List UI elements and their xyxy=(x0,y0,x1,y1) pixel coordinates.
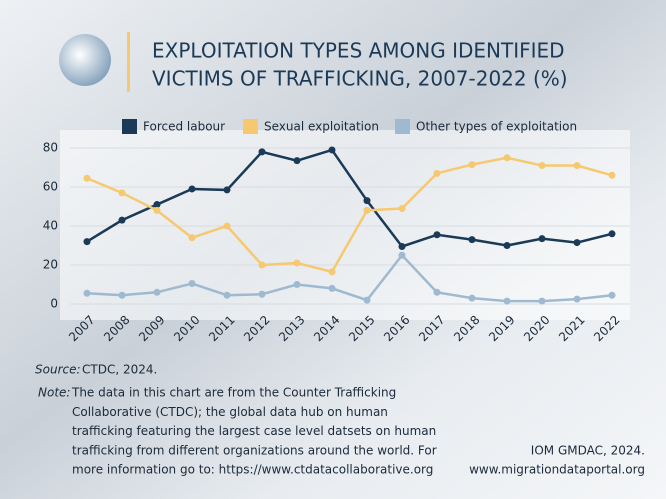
series-line xyxy=(86,253,613,303)
note: The data in this chart are from the Coun… xyxy=(71,386,437,477)
data-point xyxy=(503,154,511,162)
data-point xyxy=(118,189,126,197)
note-line: more information go to: https://www.ctda… xyxy=(72,463,433,477)
credit: www.migrationdataportal.org xyxy=(469,463,645,477)
data-point xyxy=(363,197,371,205)
y-tick-label: 80 xyxy=(43,141,58,155)
chart-title: VICTIMS OF TRAFFICKING, 2007-2022 (%) xyxy=(152,67,568,91)
data-point xyxy=(153,288,161,296)
data-point xyxy=(153,201,161,209)
data-point xyxy=(398,242,406,250)
data-point xyxy=(468,236,476,244)
data-point xyxy=(293,157,301,165)
data-point xyxy=(608,230,616,238)
legend-label: Other types of exploitation xyxy=(416,120,577,134)
y-tick-label: 40 xyxy=(43,219,58,233)
data-point xyxy=(608,291,616,299)
legend-swatch xyxy=(243,119,258,134)
data-point xyxy=(363,296,371,304)
data-point xyxy=(468,161,476,169)
data-point xyxy=(258,148,266,156)
data-point xyxy=(188,234,196,242)
plot-backdrop xyxy=(60,130,630,320)
data-point xyxy=(258,261,266,269)
source: CTDC, 2024. xyxy=(82,363,157,377)
data-point xyxy=(328,284,336,292)
data-point xyxy=(188,280,196,288)
data-point xyxy=(83,238,91,246)
data-point xyxy=(328,146,336,154)
legend-label: Sexual exploitation xyxy=(264,120,379,134)
data-point xyxy=(363,206,371,214)
legend-label: Forced labour xyxy=(143,120,225,134)
legend: Forced labour Sexual exploitation Other ty… xyxy=(122,119,577,134)
data-point xyxy=(503,297,511,305)
note-line: The data in this chart are from the Coun… xyxy=(71,386,396,400)
chart-title: EXPLOITATION TYPES AMONG IDENTIFIED xyxy=(152,39,565,63)
y-tick-label: 20 xyxy=(43,258,58,272)
data-point xyxy=(258,290,266,298)
data-point xyxy=(188,185,196,193)
y-tick-label: 60 xyxy=(43,180,58,194)
data-point xyxy=(398,204,406,212)
data-point xyxy=(538,162,546,170)
data-point xyxy=(83,174,91,182)
data-point xyxy=(573,162,581,170)
note-line: trafficking featuring the largest case l… xyxy=(72,424,436,438)
data-point xyxy=(118,216,126,224)
globe-icon xyxy=(59,34,111,86)
data-point xyxy=(328,268,336,276)
data-point xyxy=(223,186,231,194)
data-point xyxy=(118,291,126,299)
title-accent xyxy=(127,32,130,92)
source-label: Source: xyxy=(35,363,81,377)
data-point xyxy=(293,259,301,267)
data-point xyxy=(153,206,161,214)
data-point xyxy=(293,281,301,288)
legend-swatch xyxy=(122,119,137,134)
data-point xyxy=(433,169,441,177)
data-point xyxy=(433,231,441,239)
data-point xyxy=(468,294,476,302)
data-point xyxy=(398,251,406,259)
data-point xyxy=(83,289,91,297)
data-point xyxy=(573,295,581,303)
series-line xyxy=(86,148,613,248)
credit: IOM GMDAC, 2024. xyxy=(531,444,645,458)
note-line: trafficking from different organizations… xyxy=(72,443,437,457)
y-tick-label: 0 xyxy=(50,297,58,311)
note-line: Collaborative (CTDC); the global data hu… xyxy=(72,405,388,419)
data-point xyxy=(573,239,581,247)
data-point xyxy=(223,222,231,230)
data-point xyxy=(608,171,616,179)
data-point xyxy=(433,288,441,296)
data-point xyxy=(503,242,511,249)
data-point xyxy=(538,235,546,243)
legend-swatch xyxy=(395,119,410,134)
series-line xyxy=(86,156,613,274)
note-label: Note: xyxy=(38,386,70,400)
data-point xyxy=(223,291,231,299)
data-point xyxy=(538,297,546,305)
